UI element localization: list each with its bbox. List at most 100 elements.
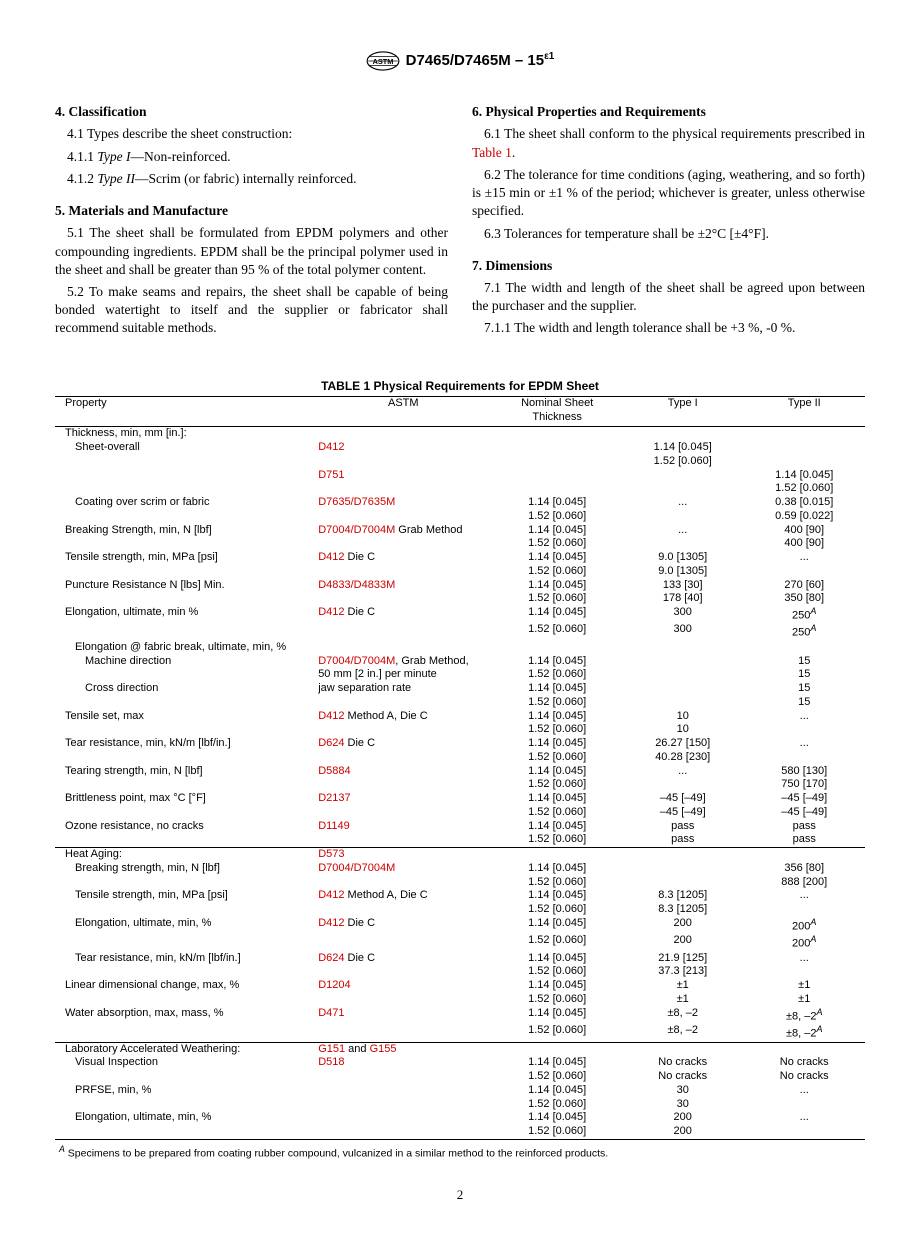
para-6-2: 6.2 The tolerance for time conditions (a… bbox=[472, 166, 865, 221]
table-row: 1.52 [0.060]37.3 [213] bbox=[55, 965, 865, 979]
astm-logo-icon: ASTM bbox=[366, 50, 400, 72]
th-astm: ASTM bbox=[314, 396, 492, 427]
astm-link[interactable]: D751 bbox=[318, 469, 344, 481]
table-row: Elongation, ultimate, min %D412 Die C1.1… bbox=[55, 606, 865, 623]
th-type1: Type I bbox=[622, 396, 744, 427]
table-row: 1.52 [0.060]888 [200] bbox=[55, 876, 865, 890]
table-row: Elongation, ultimate, min, %D412 Die C1.… bbox=[55, 917, 865, 934]
para-4-1-1: 4.1.1 Type I—Non-reinforced. bbox=[55, 148, 448, 166]
astm-link[interactable]: D412 bbox=[318, 917, 344, 929]
table-1-link[interactable]: Table 1 bbox=[472, 145, 512, 160]
table-row: 1.52 [0.060]178 [40]350 [80] bbox=[55, 592, 865, 606]
table-row: 1.52 [0.060]±8, –2±8, –2A bbox=[55, 1024, 865, 1041]
table-row: 1.52 [0.060] bbox=[55, 455, 865, 469]
para-6-3: 6.3 Tolerances for temperature shall be … bbox=[472, 225, 865, 243]
page-number: 2 bbox=[55, 1186, 865, 1204]
astm-link[interactable]: D573 bbox=[318, 848, 344, 860]
astm-link[interactable]: D1149 bbox=[318, 820, 350, 832]
astm-link[interactable]: D624 bbox=[318, 952, 344, 964]
para-4-1-2: 4.1.2 Type II—Scrim (or fabric) internal… bbox=[55, 170, 448, 188]
astm-link[interactable]: D7004/D7004M bbox=[318, 655, 395, 667]
astm-link[interactable]: D624 bbox=[318, 737, 344, 749]
astm-link[interactable]: D4833/D4833M bbox=[318, 579, 395, 591]
table-row: Thickness, min, mm [in.]: bbox=[55, 427, 865, 441]
table-row: 1.52 [0.060]10 bbox=[55, 723, 865, 737]
para-6-1: 6.1 The sheet shall conform to the physi… bbox=[472, 125, 865, 161]
table-row: Laboratory Accelerated Weathering:G151 a… bbox=[55, 1043, 865, 1057]
table-row: Cross directionjaw separation rate1.14 [… bbox=[55, 682, 865, 696]
table-row: Sheet-overallD4121.14 [0.045] bbox=[55, 441, 865, 455]
table-row: Ozone resistance, no cracksD11491.14 [0.… bbox=[55, 820, 865, 834]
astm-link[interactable]: D518 bbox=[318, 1056, 344, 1068]
para-7-1-1: 7.1.1 The width and length tolerance sha… bbox=[472, 319, 865, 337]
table-row: 1.52 [0.060]passpass bbox=[55, 833, 865, 847]
table-row: Linear dimensional change, max, %D12041.… bbox=[55, 979, 865, 993]
table-row: D7511.14 [0.045] bbox=[55, 469, 865, 483]
th-nominal: Nominal SheetThickness bbox=[492, 396, 622, 427]
table-row: 1.52 [0.060]±1±1 bbox=[55, 993, 865, 1007]
table-row: 1.52 [0.060]400 [90] bbox=[55, 537, 865, 551]
table-row: 1.52 [0.060]9.0 [1305] bbox=[55, 565, 865, 579]
table-row: 1.52 [0.060]8.3 [1205] bbox=[55, 903, 865, 917]
table-row: Tensile strength, min, MPa [psi]D412 Met… bbox=[55, 889, 865, 903]
table-row: 1.52 [0.060]750 [170] bbox=[55, 778, 865, 792]
para-5-1: 5.1 The sheet shall be formulated from E… bbox=[55, 224, 448, 279]
table-row: Machine directionD7004/D7004M, Grab Meth… bbox=[55, 655, 865, 669]
section-7-heading: 7. Dimensions bbox=[472, 257, 865, 275]
astm-link[interactable]: D412 bbox=[318, 441, 344, 453]
table-row: 1.52 [0.060]200 bbox=[55, 1125, 865, 1139]
table-row: PRFSE, min, %1.14 [0.045]30... bbox=[55, 1084, 865, 1098]
table-row: 1.52 [0.060]0.59 [0.022] bbox=[55, 510, 865, 524]
table-row: Tear resistance, min, kN/m [lbf/in.]D624… bbox=[55, 952, 865, 966]
table-row: Brittleness point, max °C [°F]D21371.14 … bbox=[55, 792, 865, 806]
astm-link[interactable]: D412 bbox=[318, 889, 344, 901]
table-row: 1.52 [0.060]No cracksNo cracks bbox=[55, 1070, 865, 1084]
table-row: 1.52 [0.060] bbox=[55, 482, 865, 496]
astm-link[interactable]: D7004/D7004M bbox=[318, 524, 395, 536]
table-row: Elongation, ultimate, min, %1.14 [0.045]… bbox=[55, 1111, 865, 1125]
astm-link[interactable]: D412 bbox=[318, 551, 344, 563]
para-7-1: 7.1 The width and length of the sheet sh… bbox=[472, 279, 865, 315]
table-row: Water absorption, max, mass, %D4711.14 [… bbox=[55, 1007, 865, 1024]
left-column: 4. Classification 4.1 Types describe the… bbox=[55, 95, 448, 341]
astm-link[interactable]: D2137 bbox=[318, 792, 350, 804]
body-columns: 4. Classification 4.1 Types describe the… bbox=[55, 95, 865, 341]
table-row: 1.52 [0.060]40.28 [230] bbox=[55, 751, 865, 765]
right-column: 6. Physical Properties and Requirements … bbox=[472, 95, 865, 341]
th-type2: Type II bbox=[743, 396, 865, 427]
table-row: Tear resistance, min, kN/m [lbf/in.]D624… bbox=[55, 737, 865, 751]
section-6-heading: 6. Physical Properties and Requirements bbox=[472, 103, 865, 121]
table-row: Breaking strength, min, N [lbf]D7004/D70… bbox=[55, 862, 865, 876]
astm-link[interactable]: D7635/D7635M bbox=[318, 496, 395, 508]
document-id: D7465/D7465M – 15ε1 bbox=[406, 50, 555, 71]
physical-requirements-table: Property ASTM Nominal SheetThickness Typ… bbox=[55, 396, 865, 1139]
table-row: 1.52 [0.060]300250A bbox=[55, 623, 865, 640]
astm-link[interactable]: G151 bbox=[318, 1043, 345, 1055]
astm-link[interactable]: D1204 bbox=[318, 979, 350, 991]
table-row: Tensile strength, min, MPa [psi]D412 Die… bbox=[55, 551, 865, 565]
astm-link[interactable]: G155 bbox=[370, 1043, 397, 1055]
astm-link[interactable]: D5884 bbox=[318, 765, 350, 777]
table-row: Heat Aging:D573 bbox=[55, 848, 865, 862]
table-1-title: TABLE 1 Physical Requirements for EPDM S… bbox=[55, 378, 865, 394]
table-row: Puncture Resistance N [lbs] Min.D4833/D4… bbox=[55, 579, 865, 593]
table-row: Coating over scrim or fabricD7635/D7635M… bbox=[55, 496, 865, 510]
section-4-heading: 4. Classification bbox=[55, 103, 448, 121]
table-row: 50 mm [2 in.] per minute1.52 [0.060]15 bbox=[55, 668, 865, 682]
table-footnote: A Specimens to be prepared from coating … bbox=[55, 1144, 865, 1161]
section-5-heading: 5. Materials and Manufacture bbox=[55, 202, 448, 220]
table-row: Visual InspectionD5181.14 [0.045]No crac… bbox=[55, 1056, 865, 1070]
table-row: Tearing strength, min, N [lbf]D58841.14 … bbox=[55, 765, 865, 779]
astm-link[interactable]: D412 bbox=[318, 606, 344, 618]
astm-link[interactable]: D7004/D7004M bbox=[318, 862, 395, 874]
para-4-1: 4.1 Types describe the sheet constructio… bbox=[55, 125, 448, 143]
svg-text:ASTM: ASTM bbox=[372, 57, 393, 66]
document-header: ASTM D7465/D7465M – 15ε1 bbox=[55, 50, 865, 77]
table-row: Tensile set, maxD412 Method A, Die C1.14… bbox=[55, 710, 865, 724]
table-row: Breaking Strength, min, N [lbf]D7004/D70… bbox=[55, 524, 865, 538]
astm-link[interactable]: D412 bbox=[318, 710, 344, 722]
th-property: Property bbox=[55, 396, 314, 427]
astm-link[interactable]: D471 bbox=[318, 1007, 344, 1019]
table-row: Elongation @ fabric break, ultimate, min… bbox=[55, 641, 865, 655]
table-row: 1.52 [0.060]200200A bbox=[55, 934, 865, 951]
